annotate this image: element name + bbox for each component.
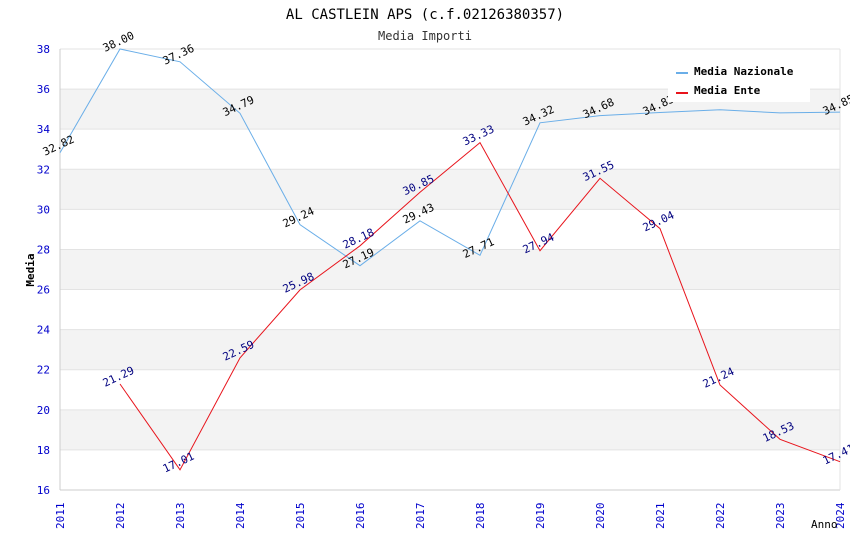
y-tick-labels: 16 18 20 22 24 26 28 30 32 34 36 38: [37, 43, 51, 497]
series-line-media-ente: [119, 141, 841, 471]
y-tick-label: 28: [37, 243, 50, 256]
data-label: 37.36: [161, 42, 197, 68]
y-tick-label: 20: [37, 404, 50, 417]
y-tick-label: 32: [37, 163, 50, 176]
x-tick-label: 2017: [414, 503, 427, 530]
legend: Media Nazionale Media Ente: [668, 60, 810, 102]
x-tick-label: 2013: [174, 503, 187, 530]
grid-band: [60, 169, 840, 210]
series-lines: [59, 48, 841, 471]
x-tick-label: 2022: [714, 503, 727, 530]
x-tick-label: 2024: [834, 502, 847, 529]
y-tick-label: 18: [37, 444, 50, 457]
x-axis-label: Anno: [811, 518, 838, 531]
grid-band: [60, 409, 840, 450]
series-line-media-nazionale: [59, 48, 841, 267]
x-tick-label: 2021: [654, 503, 667, 530]
y-tick-label: 36: [37, 83, 50, 96]
y-tick-label: 38: [37, 43, 50, 56]
y-tick-label: 16: [37, 484, 50, 497]
x-tick-label: 2019: [534, 503, 547, 530]
x-tick-label: 2011: [54, 503, 67, 530]
grid-bands: [60, 89, 840, 450]
data-label: 32.82: [41, 133, 77, 159]
grid-band: [60, 329, 840, 370]
x-tick-label: 2018: [474, 503, 487, 530]
x-tick-label: 2016: [354, 503, 367, 530]
x-tick-label: 2014: [234, 502, 247, 529]
x-tick-label: 2023: [774, 503, 787, 530]
data-label: 29.04: [641, 208, 677, 234]
x-tick-labels: 2011 2012 2013 2014 2015 2016 2017 2018 2019 2020…: [54, 502, 847, 529]
y-tick-label: 30: [37, 203, 50, 216]
legend-box: [668, 60, 810, 102]
x-tick-label: 2020: [594, 503, 607, 530]
y-tick-label: 34: [37, 123, 51, 136]
y-tick-label: 22: [37, 364, 50, 377]
y-tick-label: 24: [37, 324, 51, 337]
data-label: 17.01: [161, 450, 197, 476]
legend-label-media-ente: Media Ente: [694, 84, 761, 97]
x-tick-label: 2015: [294, 503, 307, 530]
chart-title: AL CASTLEIN APS (c.f.02126380357): [286, 7, 564, 23]
grid-band: [60, 249, 840, 290]
chart-subtitle: Media Importi: [378, 29, 472, 43]
x-tick-label: 2012: [114, 503, 127, 530]
y-axis-label: Media: [24, 253, 37, 286]
legend-label-media-nazionale: Media Nazionale: [694, 65, 794, 78]
y-tick-label: 26: [37, 284, 50, 297]
axes: [59, 49, 841, 491]
